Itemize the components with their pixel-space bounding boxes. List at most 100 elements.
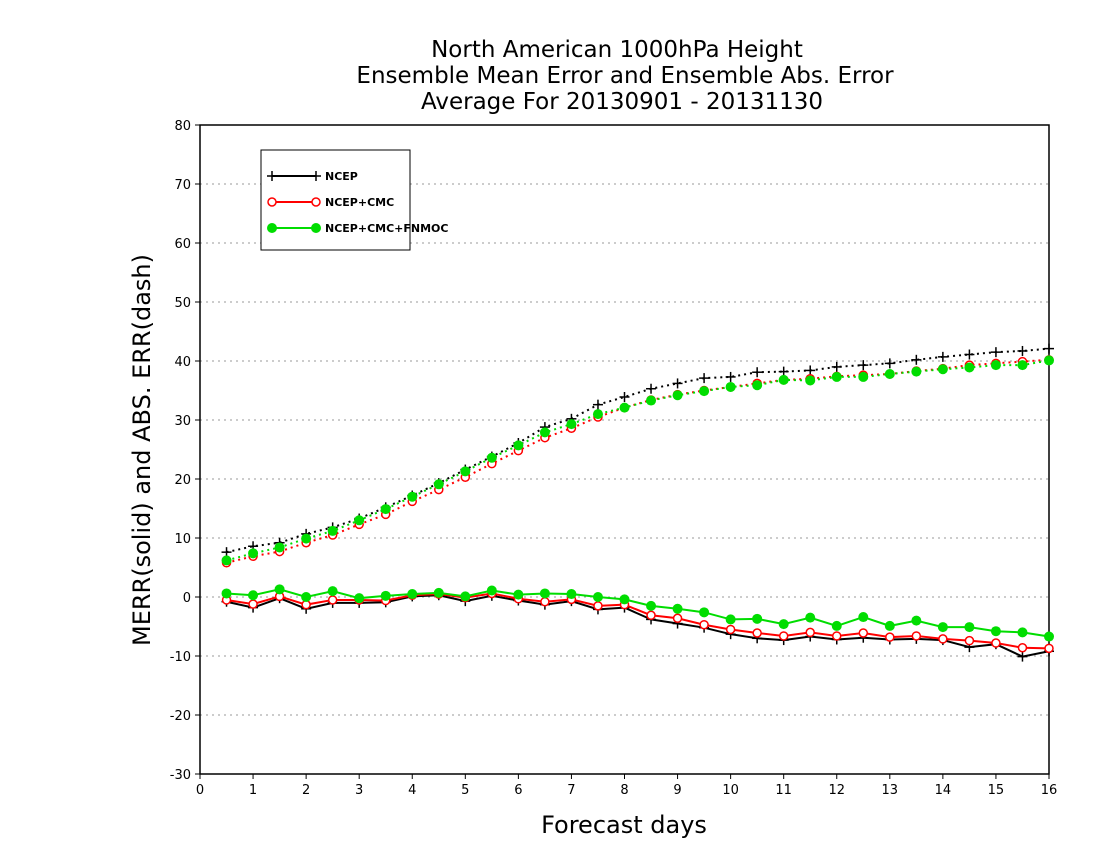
mean-err-point	[327, 595, 338, 605]
mean-err-point	[646, 600, 657, 611]
series-1	[221, 355, 1054, 654]
mean-err-point	[540, 596, 550, 607]
mean-err-point	[752, 628, 762, 638]
mean-err-point	[699, 607, 710, 618]
x-tick-label: 0	[196, 783, 204, 798]
mean-err-point	[725, 614, 736, 625]
abs-err-point	[221, 555, 232, 566]
abs-err-point	[274, 542, 285, 553]
abs-err-point	[699, 373, 710, 384]
x-axis-title: Forecast days	[541, 811, 707, 839]
x-tick-label: 4	[408, 783, 416, 798]
x-tick-label: 7	[567, 783, 575, 798]
abs-err-point	[937, 351, 948, 362]
y-tick-label: 30	[174, 414, 191, 429]
mean-err-point	[354, 593, 365, 604]
mean-err-point	[778, 631, 789, 641]
mean-err-point	[592, 592, 603, 602]
mean-err-point	[619, 594, 630, 605]
legend-marker	[267, 223, 277, 233]
mean-err-point	[805, 612, 816, 623]
legend-item: NCEP+CMC+FNMOC	[267, 222, 448, 235]
legend-marker	[267, 197, 277, 207]
abs-err-point	[354, 515, 365, 526]
abs-err-point	[884, 358, 895, 369]
mean-err-point	[832, 631, 842, 641]
x-tick-label: 5	[461, 783, 469, 798]
mean-err-point	[248, 590, 259, 601]
mean-err-point	[991, 638, 1001, 648]
abs-err-point	[566, 419, 577, 430]
title-line-1: North American 1000hPa Height	[431, 37, 803, 63]
mean-err-point	[672, 613, 683, 623]
abs-err-line	[226, 347, 1050, 554]
mean-err-point	[938, 634, 948, 644]
mean-err-point	[752, 613, 763, 624]
abs-err-point	[911, 366, 922, 377]
x-tick-label: 12	[828, 783, 845, 798]
x-tick-label: 8	[620, 783, 628, 798]
abs-err-point	[752, 380, 763, 391]
abs-err-point	[937, 364, 948, 375]
mean-err-point	[937, 622, 948, 633]
x-tick-label: 3	[355, 783, 363, 798]
x-tick-label: 10	[722, 783, 739, 798]
mean-err-point	[221, 588, 232, 599]
abs-err-point	[248, 548, 259, 559]
mean-err-point	[1017, 642, 1028, 653]
x-tick-label: 11	[775, 783, 792, 798]
abs-err-point	[619, 391, 630, 402]
y-tick-label: -30	[170, 768, 191, 783]
abs-err-point	[646, 395, 657, 406]
mean-err-point	[1017, 651, 1028, 662]
mean-err-point	[911, 631, 922, 641]
y-tick-label: 0	[183, 591, 191, 606]
abs-err-point	[805, 375, 816, 386]
y-tick-label: 10	[174, 532, 191, 547]
abs-err-point	[619, 402, 630, 413]
mean-err-point	[460, 591, 471, 602]
abs-err-point	[831, 371, 842, 382]
mean-err-point	[274, 584, 285, 595]
abs-err-point	[539, 427, 550, 438]
mean-err-point	[433, 587, 444, 598]
mean-err-point	[831, 620, 842, 631]
mean-err-line	[226, 594, 1050, 658]
y-axis-title: MERR(solid) and ABS. ERR(dash)	[128, 254, 156, 646]
abs-err-point	[911, 354, 922, 365]
mean-err-point	[380, 590, 391, 601]
abs-err-point	[964, 362, 975, 373]
y-tick-label: 70	[174, 178, 191, 193]
abs-err-point	[1044, 355, 1054, 366]
mean-err-point	[248, 599, 258, 609]
gridlines	[200, 183, 1049, 716]
mean-err-point	[1017, 627, 1028, 638]
abs-err-point	[725, 381, 736, 392]
series-0	[221, 343, 1054, 662]
mean-err-point	[858, 612, 869, 623]
series-group	[221, 343, 1054, 662]
abs-err-point	[407, 491, 418, 502]
mean-err-point	[646, 610, 656, 621]
mean-err-point	[672, 603, 683, 614]
mean-err-point	[1044, 631, 1054, 642]
abs-err-point	[1017, 360, 1028, 371]
legend-box	[260, 149, 411, 251]
abs-err-point	[592, 399, 603, 410]
title-line-2: Ensemble Mean Error and Ensemble Abs. Er…	[356, 63, 894, 89]
abs-err-point	[858, 371, 869, 382]
abs-err-point	[486, 452, 497, 463]
title-line-3: Average For 20130901 - 20131130	[421, 89, 823, 115]
abs-err-point	[592, 409, 603, 420]
abs-err-point	[646, 383, 657, 394]
x-tick-label: 16	[1041, 783, 1058, 798]
mean-err-point	[884, 620, 895, 631]
mean-err-point	[858, 628, 869, 638]
y-tick-label: 80	[174, 119, 191, 134]
x-tick-label: 14	[935, 783, 952, 798]
abs-err-point	[805, 365, 816, 376]
mean-err-point	[407, 589, 418, 600]
abs-err-point	[672, 390, 683, 401]
